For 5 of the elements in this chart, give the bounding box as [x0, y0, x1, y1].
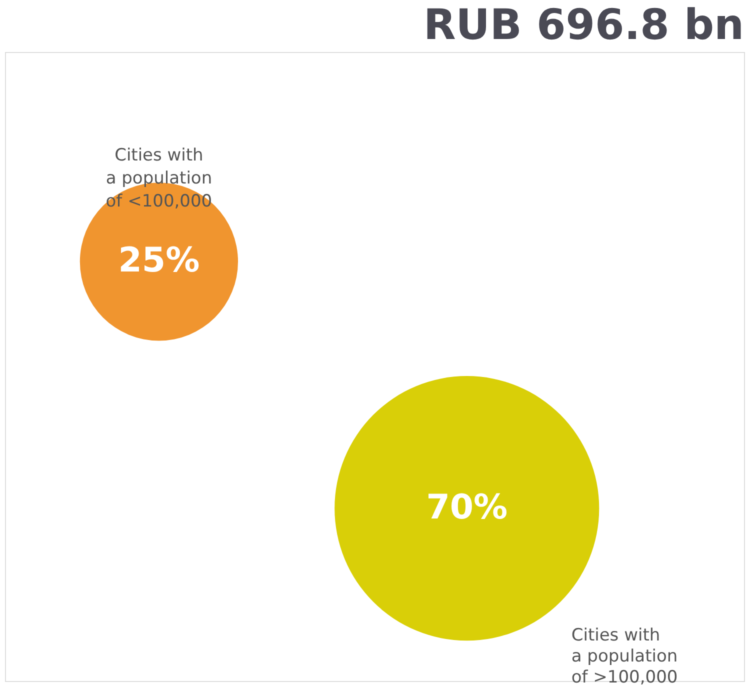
data-label: 70% [426, 487, 508, 528]
category-label: Cities with a population of <100,000 [106, 145, 212, 212]
data-label: 25% [118, 240, 200, 281]
category-label: Cities with a population of >100,000 [571, 626, 678, 686]
text: RUB 696.8 bn [423, 0, 744, 49]
